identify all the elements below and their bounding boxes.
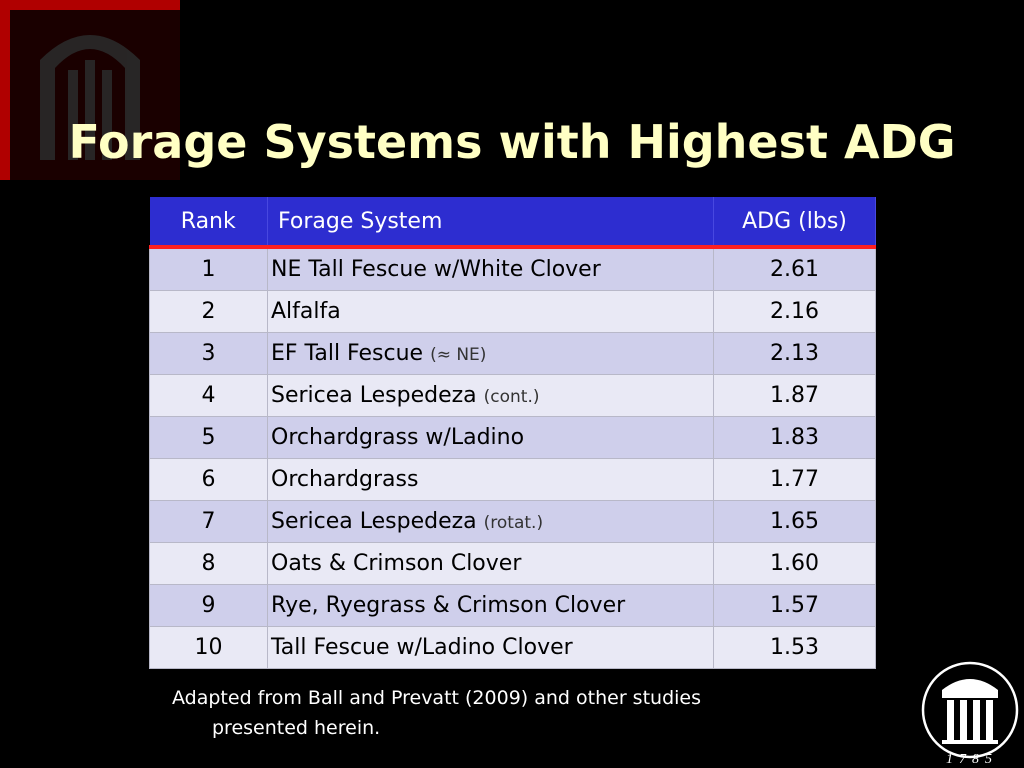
- slide-title: Forage Systems with Highest ADG: [68, 115, 956, 169]
- table-row: 3 EF Tall Fescue (≈ NE) 2.13: [149, 332, 876, 375]
- forage-system-name: Orchardgrass w/Ladino: [271, 425, 525, 450]
- forage-system-note: (rotat.): [483, 513, 544, 533]
- forage-system-cell: Sericea Lespedeza (cont.): [267, 374, 714, 417]
- rank-cell: 7: [149, 500, 268, 543]
- forage-system-cell: Orchardgrass w/Ladino: [267, 416, 714, 459]
- table-row: 10 Tall Fescue w/Ladino Clover 1.53: [149, 626, 876, 669]
- forage-system-name: Sericea Lespedeza: [271, 509, 484, 534]
- forage-system-cell: Alfalfa: [267, 290, 714, 333]
- forage-system-cell: Oats & Crimson Clover: [267, 542, 714, 585]
- forage-system-name: Sericea Lespedeza: [271, 383, 484, 408]
- table-row: 5 Orchardgrass w/Ladino 1.83: [149, 416, 876, 459]
- forage-system-name: NE Tall Fescue w/White Clover: [271, 257, 601, 282]
- rank-cell: 5: [149, 416, 268, 459]
- table-row: 4 Sericea Lespedeza (cont.) 1.87: [149, 374, 876, 417]
- adg-cell: 1.87: [713, 374, 876, 417]
- adg-cell: 1.83: [713, 416, 876, 459]
- table-row: 9 Rye, Ryegrass & Crimson Clover 1.57: [149, 584, 876, 627]
- rank-cell: 10: [149, 626, 268, 669]
- forage-system-cell: NE Tall Fescue w/White Clover: [267, 246, 714, 291]
- forage-ranking-table: Rank Forage System ADG (lbs) 1 NE Tall F…: [149, 197, 876, 669]
- table-row: 8 Oats & Crimson Clover 1.60: [149, 542, 876, 585]
- table-row: 2 Alfalfa 2.16: [149, 290, 876, 333]
- forage-system-note: (cont.): [483, 387, 540, 407]
- logo-year: 1785: [946, 752, 998, 767]
- header-adg: ADG (lbs): [713, 197, 876, 249]
- source-line-2: presented herein.: [212, 717, 381, 739]
- header-forage-system: Forage System: [267, 197, 714, 249]
- forage-system-name: Tall Fescue w/Ladino Clover: [271, 635, 573, 660]
- forage-system-cell: Rye, Ryegrass & Crimson Clover: [267, 584, 714, 627]
- adg-cell: 2.61: [713, 246, 876, 291]
- forage-system-name: Alfalfa: [271, 299, 341, 324]
- source-citation: Adapted from Ball and Prevatt (2009) and…: [172, 683, 872, 743]
- rank-cell: 1: [149, 246, 268, 291]
- source-line-1: Adapted from Ball and Prevatt (2009) and…: [172, 687, 701, 709]
- forage-system-name: EF Tall Fescue: [271, 341, 431, 366]
- table-row: 7 Sericea Lespedeza (rotat.) 1.65: [149, 500, 876, 543]
- adg-cell: 2.13: [713, 332, 876, 375]
- table-header-row: Rank Forage System ADG (lbs): [149, 197, 876, 249]
- table-row: 1 NE Tall Fescue w/White Clover 2.61: [149, 246, 876, 291]
- rank-cell: 2: [149, 290, 268, 333]
- adg-cell: 1.53: [713, 626, 876, 669]
- rank-cell: 4: [149, 374, 268, 417]
- forage-system-note: (≈ NE): [430, 345, 487, 365]
- forage-system-cell: EF Tall Fescue (≈ NE): [267, 332, 714, 375]
- forage-system-cell: Sericea Lespedeza (rotat.): [267, 500, 714, 543]
- adg-cell: 1.65: [713, 500, 876, 543]
- header-rank: Rank: [149, 197, 268, 249]
- arch-watermark-icon: [0, 0, 180, 180]
- table-row: 6 Orchardgrass 1.77: [149, 458, 876, 501]
- rank-cell: 9: [149, 584, 268, 627]
- forage-system-cell: Orchardgrass: [267, 458, 714, 501]
- forage-system-name: Rye, Ryegrass & Crimson Clover: [271, 593, 626, 618]
- adg-cell: 1.60: [713, 542, 876, 585]
- rank-cell: 8: [149, 542, 268, 585]
- rank-cell: 6: [149, 458, 268, 501]
- adg-cell: 1.57: [713, 584, 876, 627]
- adg-cell: 2.16: [713, 290, 876, 333]
- forage-system-name: Orchardgrass: [271, 467, 419, 492]
- rank-cell: 3: [149, 332, 268, 375]
- forage-system-cell: Tall Fescue w/Ladino Clover: [267, 626, 714, 669]
- university-arch-logo-icon: 1785: [921, 661, 1019, 767]
- adg-cell: 1.77: [713, 458, 876, 501]
- forage-system-name: Oats & Crimson Clover: [271, 551, 522, 576]
